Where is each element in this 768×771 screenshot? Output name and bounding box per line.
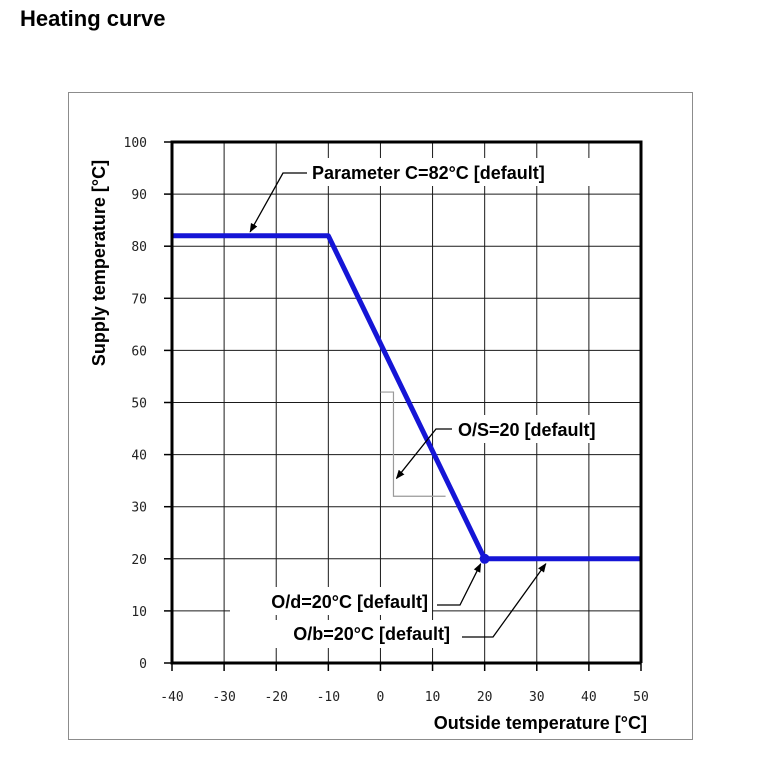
x-tick-label: 30 bbox=[529, 690, 545, 705]
x-tick-label: 0 bbox=[377, 690, 385, 705]
y-tick-label: 50 bbox=[131, 397, 147, 412]
annotation-param-c: Parameter C=82°C [default] bbox=[312, 163, 545, 183]
axes bbox=[170, 140, 643, 665]
y-tick-label: 30 bbox=[131, 501, 147, 516]
x-tick-label: 50 bbox=[633, 690, 649, 705]
y-tick-label: 10 bbox=[131, 605, 147, 620]
x-tick-label: -40 bbox=[160, 690, 183, 705]
annotation-arrow-param-c bbox=[249, 172, 307, 233]
annotation-ob: O/b=20°C [default] bbox=[293, 624, 450, 644]
x-tick-label: -20 bbox=[264, 690, 287, 705]
annotation-arrow-od bbox=[437, 562, 482, 606]
y-axis-title: Supply temperature [°C] bbox=[89, 160, 109, 366]
x-tick-label: 20 bbox=[477, 690, 493, 705]
annotation-bg bbox=[255, 620, 458, 648]
annotation-os: O/S=20 [default] bbox=[458, 420, 596, 440]
annotation-bg bbox=[230, 587, 432, 615]
x-tick-label: -10 bbox=[317, 690, 340, 705]
slope-indicator bbox=[380, 391, 446, 497]
series bbox=[170, 233, 643, 564]
curve-knee-marker bbox=[479, 553, 490, 564]
x-tick-label: 40 bbox=[581, 690, 597, 705]
y-tick-label: 40 bbox=[131, 449, 147, 464]
y-tick-label: 20 bbox=[131, 553, 147, 568]
y-tick-label: 0 bbox=[139, 657, 147, 672]
annotation-od: O/d=20°C [default] bbox=[271, 592, 428, 612]
x-axis-title: Outside temperature [°C] bbox=[434, 713, 647, 733]
x-tick-label: -30 bbox=[212, 690, 235, 705]
x-tick-labels: -40 -30 -20 -10 0 10 20 30 40 50 bbox=[160, 690, 649, 705]
page-title: Heating curve bbox=[20, 6, 166, 31]
annotation-bg bbox=[303, 158, 593, 186]
y-tick-label: 90 bbox=[131, 188, 147, 203]
series-line bbox=[172, 233, 641, 562]
slope-indicator-line bbox=[380, 391, 446, 497]
x-tick-label: 10 bbox=[425, 690, 441, 705]
series-point bbox=[326, 234, 330, 238]
annotations: Parameter C=82°C [default] O/S=20 [defaul… bbox=[230, 158, 631, 648]
y-tick-label: 70 bbox=[131, 292, 147, 307]
y-tick-label: 60 bbox=[131, 344, 147, 359]
y-tick-label: 100 bbox=[124, 136, 147, 151]
y-tick-label: 80 bbox=[131, 240, 147, 255]
annotation-arrow-os bbox=[395, 428, 452, 480]
y-tick-labels: 0 10 20 30 40 50 60 70 80 90 100 bbox=[124, 136, 147, 672]
annotation-arrow-ob bbox=[462, 563, 547, 638]
annotation-bg bbox=[449, 415, 631, 443]
